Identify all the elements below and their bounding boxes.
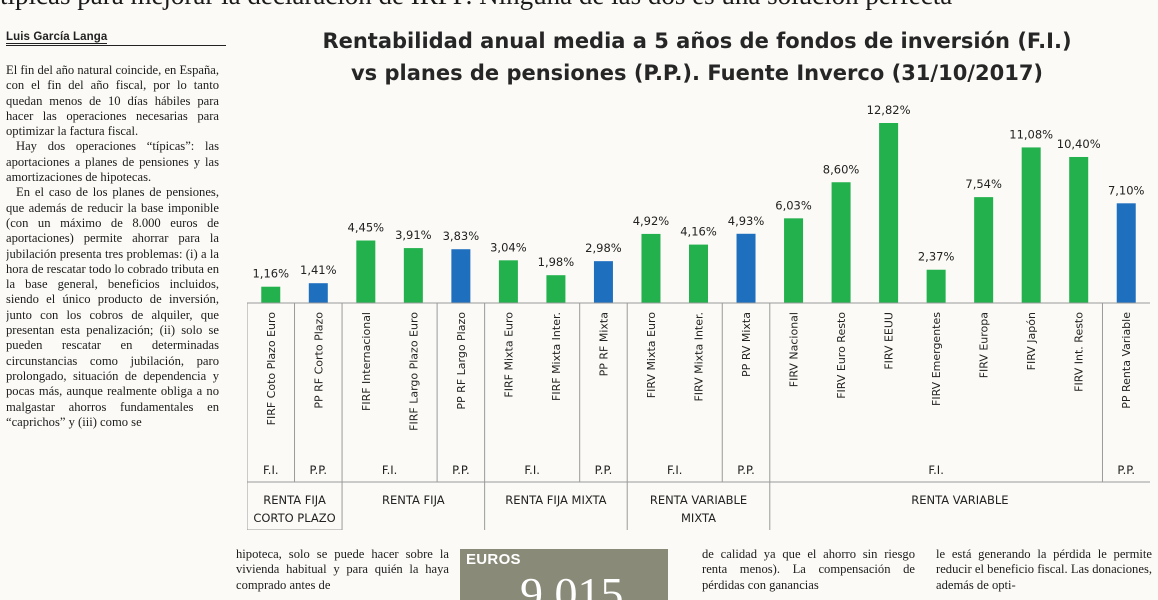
bar [879, 123, 899, 303]
bar [831, 182, 851, 303]
type-group-label: F.I. [263, 463, 278, 477]
bar-value-label: 7,10% [1108, 183, 1145, 197]
bar-value-label: 3,83% [443, 229, 480, 243]
asset-group-label: MIXTA [681, 511, 716, 525]
bar [784, 218, 804, 303]
category-label: FIRV EEUU [883, 312, 896, 370]
category-label: FIRF Largo Plazo Euro [407, 312, 420, 431]
category-label: PP RF Mixta [597, 312, 610, 376]
bar [974, 197, 994, 303]
type-group-label: P.P. [737, 463, 755, 477]
chart-title-line-1: Rentabilidad anual media a 5 años de fon… [322, 29, 1072, 53]
bar [736, 233, 756, 303]
article-paragraph: Hay dos operaciones “típicas”: las aport… [6, 139, 219, 185]
bar-value-label: 4,92% [633, 214, 670, 228]
bar [308, 283, 328, 303]
bar [1116, 203, 1136, 303]
author-byline: Luis García Langa [6, 31, 226, 46]
bar [403, 248, 423, 303]
bar [1021, 147, 1041, 303]
bar-value-label: 4,93% [728, 214, 765, 228]
category-label: PP RV Mixta [740, 312, 753, 377]
article-column-4: le está generando la pérdida le permite … [936, 547, 1152, 600]
bar-value-label: 4,16% [680, 225, 717, 239]
type-group-label: F.I. [667, 463, 682, 477]
bar-value-label: 7,54% [965, 177, 1002, 191]
bar [641, 233, 661, 303]
chart-title-line-2: vs planes de pensiones (P.P.). Fuente In… [350, 61, 1044, 85]
euros-value: 9.015 [520, 568, 624, 600]
euros-label: EUROS [466, 551, 521, 568]
bar [689, 244, 708, 303]
author-name: Luis García Langa [6, 31, 108, 44]
bar [546, 275, 566, 303]
bar-value-label: 3,91% [395, 228, 432, 242]
bar [593, 261, 613, 303]
category-label: FIRV Nacional [788, 312, 801, 387]
bar-value-label: 12,82% [867, 103, 911, 117]
article-paragraph: le está generando la pérdida le permite … [936, 547, 1152, 592]
bar-value-label: 1,16% [252, 267, 289, 281]
type-group-label: P.P. [452, 463, 470, 477]
article-column-3: de calidad ya que el ahorro sin riesgo r… [702, 547, 915, 600]
bar-value-label: 1,41% [300, 263, 337, 277]
bar-value-label: 10,40% [1057, 137, 1101, 151]
asset-group-label: RENTA VARIABLE [650, 493, 747, 507]
asset-group-label: RENTA VARIABLE [911, 493, 1008, 507]
category-label: FIRV Mixta Inter. [693, 312, 706, 402]
category-label: FIRF Mixta Euro [502, 312, 515, 398]
type-group-label: F.I. [524, 463, 539, 477]
asset-group-label: RENTA FIJA MIXTA [505, 493, 606, 507]
category-label: FIRV Mixta Euro [645, 312, 658, 398]
left-article-column: El fin del año natural coincide, en Espa… [6, 63, 219, 600]
bar-value-label: 2,37% [918, 250, 955, 264]
bar [498, 260, 518, 303]
category-label: FIRF Mixta Inter. [550, 312, 563, 401]
category-label: FIRF Internacional [360, 312, 373, 411]
article-paragraph: hipoteca, solo se puede hacer sobre la v… [236, 547, 449, 592]
article-column-2: hipoteca, solo se puede hacer sobre la v… [236, 547, 449, 600]
category-label: FIRV Int. Resto [1073, 312, 1086, 392]
article-paragraph: En el caso de los planes de pensiones, q… [6, 185, 219, 429]
bar [1069, 156, 1089, 303]
bar [451, 249, 471, 303]
bar [356, 240, 376, 303]
bar-value-label: 2,98% [585, 241, 622, 255]
headline: típicas para mejorar la declaración de I… [0, 0, 1158, 10]
category-label: FIRV Emergentes [930, 312, 943, 406]
type-group-label: F.I. [928, 463, 943, 477]
bar-value-label: 6,03% [775, 198, 812, 212]
type-group-label: P.P. [1117, 463, 1135, 477]
asset-group-label: RENTA FIJA [382, 493, 445, 507]
bar-value-label: 3,04% [490, 240, 527, 254]
category-label: FIRF Coto Plazo Euro [265, 312, 278, 426]
article-paragraph: El fin del año natural coincide, en Espa… [6, 63, 219, 139]
bar-value-label: 8,60% [823, 162, 860, 176]
asset-group-label: CORTO PLAZO [253, 511, 335, 525]
article-paragraph: de calidad ya que el ahorro sin riesgo r… [702, 547, 915, 592]
bar-value-label: 11,08% [1009, 127, 1053, 141]
chart-title: Rentabilidad anual media a 5 años de fon… [247, 25, 1147, 89]
bar-value-label: 4,45% [348, 221, 385, 235]
category-label: PP RF Corto Plazo [312, 312, 325, 409]
bar-value-label: 1,98% [538, 255, 575, 269]
type-group-label: P.P. [309, 463, 327, 477]
type-group-label: P.P. [595, 463, 613, 477]
asset-group-label: RENTA FIJA [263, 493, 326, 507]
category-label: FIRV Japón [1025, 312, 1038, 370]
category-label: FIRV Euro Resto [835, 312, 848, 399]
returns-chart: Rentabilidad anual media a 5 años de fon… [247, 20, 1158, 530]
bar [261, 286, 281, 303]
category-label: PP Renta Variable [1120, 312, 1133, 409]
bar-chart-svg: 1,16% 1,41% 4,45% 3,91% 3,83% 3,04% 1,98% 2,98%… [247, 103, 1150, 530]
category-label: PP RF Largo Plazo [455, 312, 468, 410]
bar [926, 269, 946, 303]
euros-highlight-box: EUROS 9.015 [460, 549, 668, 600]
category-label: FIRV Europa [978, 312, 991, 378]
type-group-label: F.I. [382, 463, 397, 477]
